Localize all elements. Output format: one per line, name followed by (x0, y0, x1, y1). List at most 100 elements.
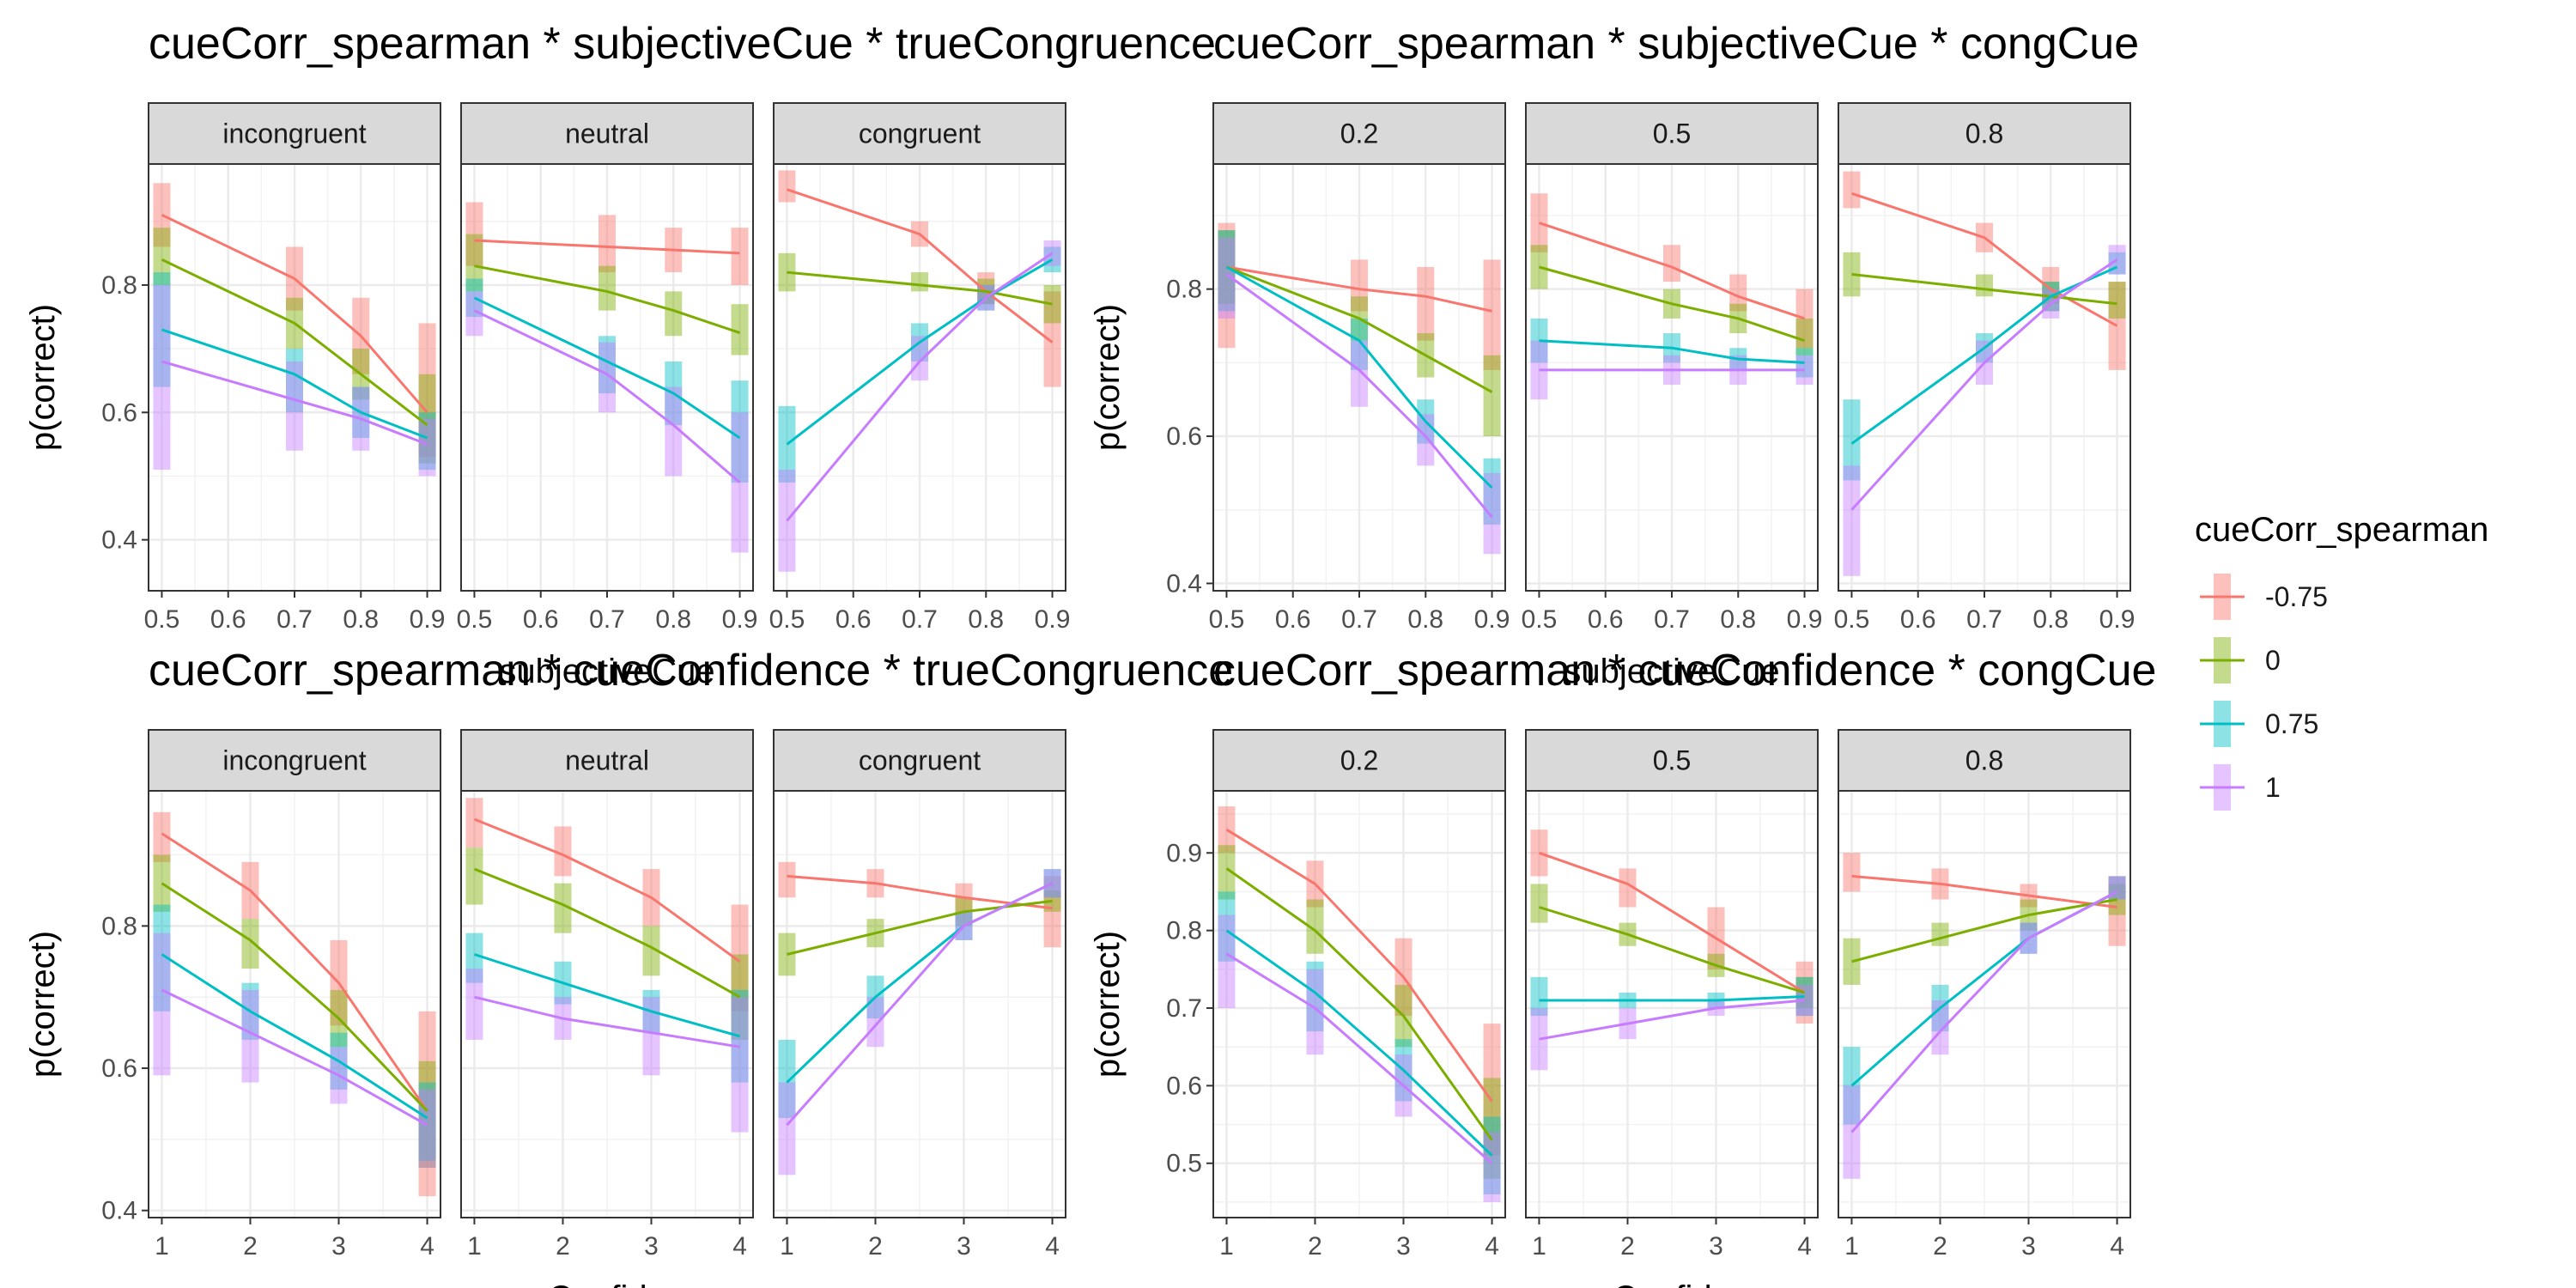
error-bar (153, 228, 171, 285)
x-tick-label: 1 (1844, 1232, 1859, 1261)
error-bar (465, 291, 483, 337)
x-tick-label: 0.7 (1341, 605, 1377, 634)
facet-strip-label: congruent (859, 745, 981, 776)
error-bar (1218, 230, 1236, 304)
x-tick-label: 0.6 (1900, 605, 1936, 634)
error-bar (1483, 1132, 1501, 1202)
error-bar (1218, 845, 1236, 900)
error-bar (1043, 240, 1061, 266)
series-line (1851, 898, 2117, 963)
series-line (161, 328, 428, 440)
x-tick-label: 2 (243, 1232, 258, 1261)
x-tick-label: 0.8 (2032, 605, 2069, 634)
error-bar (1483, 472, 1501, 555)
x-tick-label: 1 (155, 1232, 169, 1261)
error-bar (418, 1060, 436, 1169)
x-tick-label: 2 (1308, 1232, 1322, 1261)
series-line (1539, 339, 1805, 364)
error-bar (153, 933, 171, 1076)
error-bar (1843, 1085, 1861, 1179)
x-tick-label: 0.6 (1275, 605, 1311, 634)
series-line (474, 953, 740, 1038)
error-bar (598, 265, 616, 311)
error-bar (1483, 458, 1501, 525)
facet-panel: 0.5 0.5 0.6 0.7 0.8 0.9 (1522, 102, 1823, 634)
x-tick-label: 2 (1933, 1232, 1947, 1261)
error-bar (465, 234, 483, 292)
error-bar (1795, 976, 1814, 1017)
error-bar (1530, 1008, 1548, 1071)
facet-strip (773, 102, 1066, 165)
error-bar (778, 861, 796, 898)
x-tick-label: 0.5 (144, 605, 180, 634)
series-line (161, 213, 428, 414)
x-tick-label: 1 (1532, 1232, 1546, 1261)
error-bar (1218, 806, 1236, 854)
facet-strip (1838, 729, 2131, 792)
y-axis-title: p(correct) (1089, 931, 1127, 1078)
y-tick-label: 0.9 (1166, 839, 1202, 867)
x-tick-label: 0.6 (835, 605, 872, 634)
facet-strip-label: neutral (565, 118, 649, 149)
facet-panel: neutral 1 2 3 4 (460, 729, 754, 1261)
error-bar (1306, 961, 1324, 1032)
panel-border (148, 790, 441, 1218)
facet-strip-label: incongruent (222, 118, 366, 149)
x-tick-label: 1 (467, 1232, 482, 1261)
facet-strip-label: 0.2 (1340, 118, 1378, 149)
x-tick-label: 0.8 (1720, 605, 1756, 634)
series-line (161, 360, 428, 446)
error-bar (418, 374, 436, 464)
facet-strip (148, 729, 441, 792)
error-bar (1795, 289, 1814, 349)
error-bar (554, 883, 572, 933)
error-bar (1843, 399, 1861, 481)
error-bar (1619, 868, 1637, 908)
x-tick-label: 4 (1485, 1232, 1499, 1261)
error-bar (778, 405, 796, 483)
error-bar (1530, 976, 1548, 1017)
y-tick-label: 0.6 (1166, 1072, 1202, 1100)
facet-panel: congruent 1 2 3 4 (773, 729, 1066, 1261)
x-tick-label: 2 (1620, 1232, 1635, 1261)
legend: cueCorr_spearman -0.75 0 0.75 1 (2195, 511, 2488, 811)
error-bar (1843, 465, 1861, 576)
error-bar (1729, 274, 1747, 312)
x-tick-label: 2 (556, 1232, 570, 1261)
x-tick-label: 3 (957, 1232, 971, 1261)
facet-panel: incongruent 1 2 3 4 (148, 729, 441, 1261)
error-bar (1663, 245, 1680, 283)
error-bar (2108, 282, 2126, 319)
x-tick-label: 0.9 (1787, 605, 1823, 634)
error-bar (731, 997, 749, 1133)
error-bar (465, 278, 483, 318)
series-line (1539, 906, 1805, 994)
error-bar (1043, 869, 1061, 898)
error-bar (465, 969, 483, 1040)
error-bar (665, 386, 683, 477)
x-tick-label: 0.7 (276, 605, 313, 634)
x-tick-label: 3 (644, 1232, 659, 1261)
error-bar (1483, 1024, 1501, 1156)
x-tick-label: 3 (2021, 1232, 2036, 1261)
error-bar (778, 252, 796, 292)
legend-entry: 0.75 (2200, 701, 2318, 747)
x-tick-label: 3 (1396, 1232, 1411, 1261)
y-axis-title: p(correct) (1089, 304, 1127, 451)
series-line (1539, 851, 1806, 994)
series-line (1850, 258, 2118, 511)
error-bar (731, 954, 749, 1040)
x-tick-label: 4 (1797, 1232, 1812, 1261)
error-bar (731, 228, 749, 285)
facet-panel: 0.2 1 2 3 4 (1212, 729, 1506, 1261)
error-bar (1530, 245, 1548, 289)
error-bar (1483, 259, 1501, 370)
facet-panel: incongruent 0.5 0.6 0.7 0.8 0.9 (144, 102, 445, 634)
facet-strip-label: incongruent (222, 745, 366, 776)
panel-border (460, 790, 754, 1218)
legend-title: cueCorr_spearman (2195, 511, 2488, 549)
error-bar (1931, 922, 1949, 946)
series-line (473, 309, 741, 484)
facet-strip (1525, 729, 1819, 792)
